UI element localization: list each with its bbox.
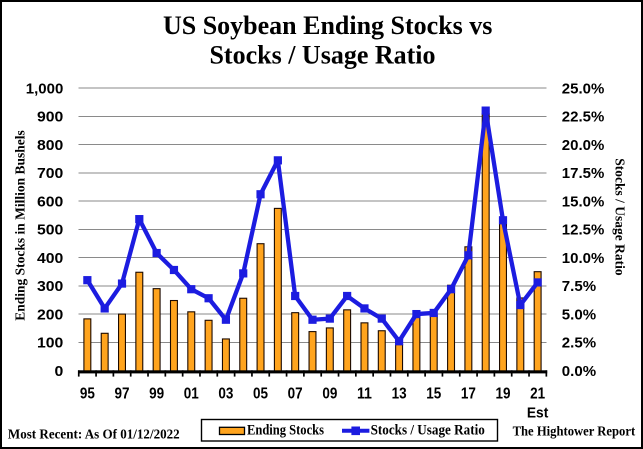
svg-text:99: 99 [149,386,164,403]
svg-text:03: 03 [218,386,233,403]
svg-text:01: 01 [184,386,199,403]
svg-text:20.0%: 20.0% [562,137,605,154]
svg-text:5.0%: 5.0% [562,306,596,323]
svg-text:10.0%: 10.0% [562,250,605,267]
svg-text:0: 0 [55,363,64,380]
svg-text:0.0%: 0.0% [562,363,596,380]
svg-text:15: 15 [426,386,441,403]
svg-text:21: 21 [530,386,545,403]
svg-text:Stocks / Usage Ratio: Stocks / Usage Ratio [209,40,435,69]
svg-text:17: 17 [461,386,476,403]
svg-text:800: 800 [37,137,63,154]
svg-text:The Hightower Report: The Hightower Report [513,424,636,439]
svg-text:09: 09 [322,386,337,403]
svg-text:05: 05 [253,386,268,403]
svg-text:400: 400 [37,250,63,267]
svg-text:Stocks / Usage Ratio: Stocks / Usage Ratio [371,422,485,438]
svg-text:700: 700 [37,165,63,182]
svg-text:22.5%: 22.5% [562,109,605,126]
svg-text:07: 07 [288,386,303,403]
svg-text:19: 19 [496,386,511,403]
svg-text:13: 13 [392,386,407,403]
svg-text:US Soybean Ending Stocks vs: US Soybean Ending Stocks vs [163,11,492,40]
svg-text:Ending Stocks in Million Bushe: Ending Stocks in Million Bushels [13,130,28,321]
svg-text:95: 95 [80,386,95,403]
svg-text:25.0%: 25.0% [562,80,605,97]
svg-text:17.5%: 17.5% [562,165,605,182]
svg-text:12.5%: 12.5% [562,222,605,239]
svg-text:7.5%: 7.5% [562,278,596,295]
svg-text:Stocks / Usage Ratio: Stocks / Usage Ratio [612,158,627,276]
svg-text:900: 900 [37,109,63,126]
svg-text:Most Recent: As Of 01/12/2022: Most Recent: As Of 01/12/2022 [8,427,180,442]
svg-text:97: 97 [115,386,130,403]
svg-text:Est: Est [527,406,549,422]
svg-text:2.5%: 2.5% [562,335,596,352]
svg-text:100: 100 [37,335,63,352]
svg-text:Ending Stocks: Ending Stocks [247,422,324,438]
svg-text:300: 300 [37,278,63,295]
svg-text:15.0%: 15.0% [562,193,605,210]
svg-text:1,000: 1,000 [26,80,64,97]
svg-text:11: 11 [357,386,372,403]
svg-text:600: 600 [37,193,63,210]
svg-text:500: 500 [37,222,63,239]
svg-text:200: 200 [37,306,63,323]
